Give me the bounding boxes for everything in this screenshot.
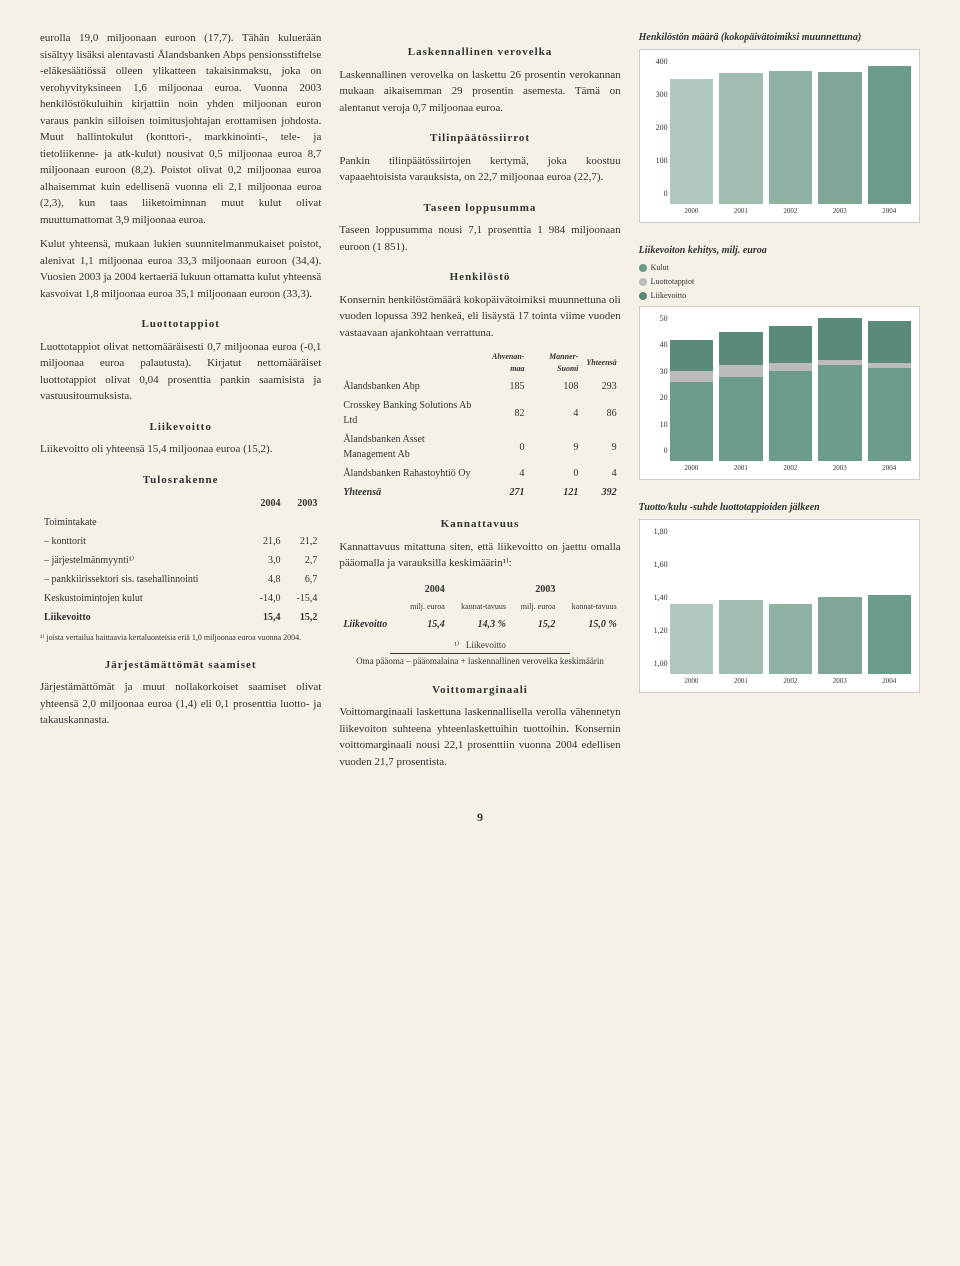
chart-tuotto-kulu: Tuotto/kulu -suhde luottotappioiden jälk… xyxy=(639,500,920,693)
chart-henkilosto: Henkilöstön määrä (kokopäivätoimiksi muu… xyxy=(639,30,920,223)
heading-henkilosto: Henkilöstö xyxy=(339,269,620,286)
heading-jarjestamattomat: Järjestämättömät saamiset xyxy=(40,657,321,674)
formula: ¹⁾ Liikevoitto Oma pääoma – pääomalaina … xyxy=(339,640,620,668)
table-kannattavuus: 20042003milj. euroakannat-tavuusmilj. eu… xyxy=(339,580,620,634)
heading-taseen-loppusumma: Taseen loppusumma xyxy=(339,200,620,217)
heading-luottotappiot: Luottotappiot xyxy=(40,316,321,333)
chart-liikevoitto: Liikevoiton kehitys, milj. euroa KulutLu… xyxy=(639,243,920,480)
heading-liikevoitto: Liikevoitto xyxy=(40,419,321,436)
para: Kulut yhteensä, mukaan lukien suunnitelm… xyxy=(40,236,321,302)
column-right: Henkilöstön määrä (kokopäivätoimiksi muu… xyxy=(639,30,920,778)
heading-tulosrakenne: Tulosrakenne xyxy=(40,472,321,489)
heading-tilinpaatossiirrot: Tilinpäätössiirrot xyxy=(339,130,620,147)
para: Taseen loppusumma nousi 7,1 prosenttia 1… xyxy=(339,222,620,255)
para: Voittomarginaali laskettuna laskennallis… xyxy=(339,704,620,770)
para: Pankin tilinpäätössiirtojen kertymä, jok… xyxy=(339,153,620,186)
column-middle: Laskennallinen verovelka Laskennallinen … xyxy=(339,30,620,778)
table-tulosrakenne: 20042003Toimintakate– konttorit21,621,2–… xyxy=(40,494,321,627)
para: Konsernin henkilöstömäärä kokopäivätoimi… xyxy=(339,292,620,342)
table-henkilosto: Ahvenan-maaManner-SuomiYhteensäÅlandsban… xyxy=(339,349,620,502)
page-container: eurolla 19,0 miljoonaan euroon (17,7). T… xyxy=(40,30,920,778)
para: Laskennallinen verovelka on laskettu 26 … xyxy=(339,67,620,117)
page-number: 9 xyxy=(40,808,920,826)
column-left: eurolla 19,0 miljoonaan euroon (17,7). T… xyxy=(40,30,321,778)
footnote: ¹⁾ joista vertailua haittaavia kertaluon… xyxy=(40,633,321,643)
heading-verovelka: Laskennallinen verovelka xyxy=(339,44,620,61)
para: Liikevoitto oli yhteensä 15,4 miljoonaa … xyxy=(40,441,321,458)
para: Kannattavuus mitattuna siten, että liike… xyxy=(339,539,620,572)
para: Järjestämättömät ja muut nollakorkoiset … xyxy=(40,679,321,729)
para: eurolla 19,0 miljoonaan euroon (17,7). T… xyxy=(40,30,321,228)
heading-kannattavuus: Kannattavuus xyxy=(339,516,620,533)
para: Luottotappiot olivat nettomääräisesti 0,… xyxy=(40,339,321,405)
heading-voittomarginaali: Voittomarginaali xyxy=(339,682,620,699)
